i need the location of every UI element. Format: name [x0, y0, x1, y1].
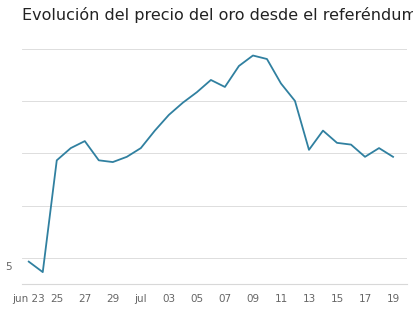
Text: 5: 5	[5, 262, 12, 272]
Text: Evolución del precio del oro desde el referéndum del 'brexit': Evolución del precio del oro desde el re…	[22, 7, 413, 23]
